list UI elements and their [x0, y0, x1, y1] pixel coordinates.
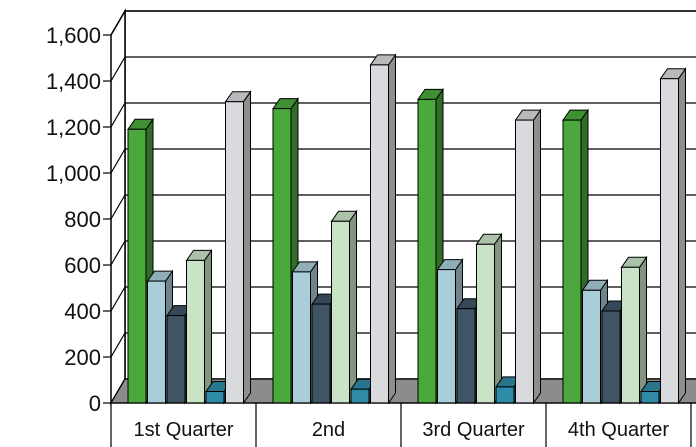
y-tick-label: 1,200 [46, 115, 101, 140]
bar-side [678, 67, 686, 405]
bar-side [349, 209, 357, 405]
y-tick-label: 0 [89, 391, 101, 416]
gridline [110, 10, 696, 36]
y-tick-label: 600 [64, 253, 101, 278]
bar [601, 310, 621, 404]
bar [350, 388, 370, 404]
bar [292, 271, 311, 404]
y-axis-ticks: 0 200 400 600 800 1,000 1,200 1,400 1,600 [46, 23, 111, 416]
bar [495, 386, 515, 404]
x-category-label: 2nd [312, 419, 345, 441]
bar [640, 391, 660, 404]
bar [621, 266, 640, 404]
bar-side [243, 90, 251, 405]
bar [205, 391, 225, 404]
y-tick-label: 400 [64, 299, 101, 324]
bar [417, 98, 437, 404]
bar [582, 289, 601, 404]
bar-side [204, 248, 212, 405]
bar [562, 119, 582, 404]
y-tick-label: 1,000 [46, 161, 101, 186]
bar-side [388, 53, 396, 405]
y-tick-label: 200 [64, 345, 101, 370]
x-category-label: 3rd Quarter [422, 419, 525, 441]
y-tick-label: 1,600 [46, 23, 101, 48]
bars [127, 53, 687, 405]
bar [660, 78, 679, 404]
bar [456, 308, 476, 404]
bar [515, 119, 534, 404]
gridline [110, 56, 696, 82]
bar [311, 303, 331, 404]
bar [127, 128, 147, 404]
x-axis-categories: 1st Quarter 2nd 3rd Quarter 4th Quarter [110, 402, 696, 447]
bar-side [494, 232, 502, 405]
y-tick-label: 1,400 [46, 69, 101, 94]
x-category-label: 1st Quarter [133, 419, 233, 441]
bar [272, 108, 292, 404]
bar [331, 220, 350, 404]
y-tick-label: 800 [64, 207, 101, 232]
bar [476, 243, 495, 404]
bar [225, 101, 244, 404]
bar-side [533, 108, 541, 405]
bar [370, 64, 389, 404]
gridline [110, 102, 696, 128]
bar [147, 280, 166, 404]
bar-side [639, 255, 647, 405]
bar [437, 269, 456, 404]
bar [166, 315, 186, 404]
x-category-label: 4th Quarter [568, 419, 670, 441]
bar [186, 259, 205, 404]
